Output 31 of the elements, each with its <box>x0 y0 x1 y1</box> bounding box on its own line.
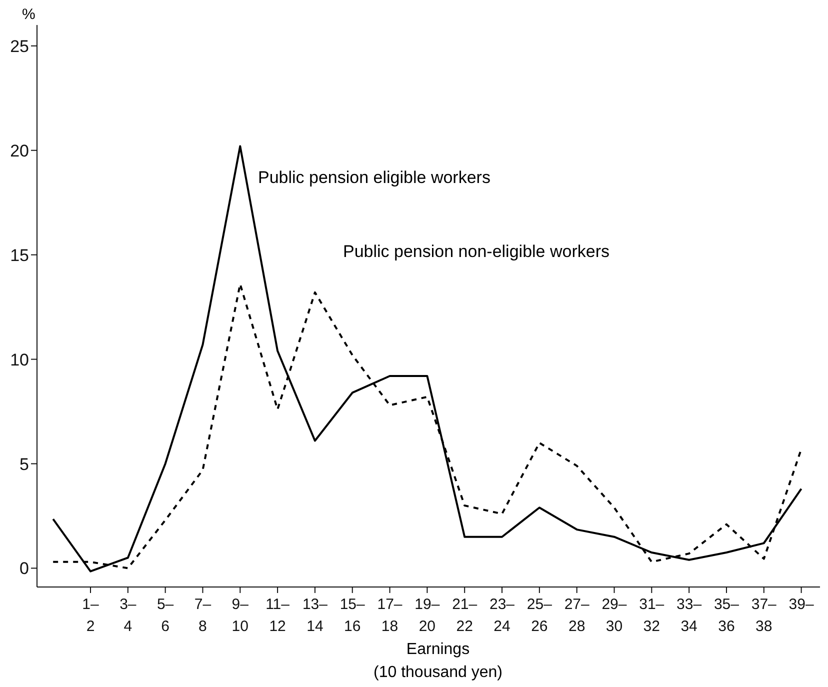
series-label: Public pension eligible workers <box>258 168 490 188</box>
x-tick-label: 17– 18 <box>377 596 403 635</box>
x-tick-label: 3– 4 <box>120 596 137 635</box>
y-tick-label: 25 <box>10 36 29 56</box>
x-tick-label: 25– 26 <box>526 596 553 635</box>
y-tick-label: 20 <box>10 141 29 160</box>
y-tick-label: 15 <box>10 246 29 265</box>
text: Public pension non-eligible workers <box>343 242 610 262</box>
x-tick-label: 13– 14 <box>302 596 328 635</box>
x-tick-label: 7– 8 <box>194 596 212 635</box>
x-tick-label: 21– 22 <box>452 596 478 635</box>
y-tick-label: 10 <box>10 350 29 370</box>
x-tick-label: 1– 2 <box>82 596 100 635</box>
line-series <box>52 145 802 572</box>
x-tick-label: 23– 24 <box>489 596 516 635</box>
x-tick-label: 19– 20 <box>414 596 440 635</box>
x-tick-label: 27– 28 <box>564 596 590 635</box>
x-tick-label: 39– <box>788 596 814 613</box>
x-tick-label: 35– 36 <box>714 596 740 635</box>
x-tick-label: 15– 16 <box>340 596 366 635</box>
x-tick-label: 29– 30 <box>602 596 628 635</box>
x-tick-label: 37– 38 <box>751 596 778 635</box>
y-tick-label: 5 <box>20 454 29 474</box>
x-tick-label: 11– 12 <box>266 596 290 635</box>
y-tick-label: 0 <box>20 559 29 578</box>
x-tick-label: 33– 34 <box>676 596 702 635</box>
y-axis-title: % <box>22 6 36 23</box>
x-tick-label: 5– 6 <box>156 596 174 635</box>
x-tick-label: 9– 10 <box>232 596 250 635</box>
x-tick-label: 31– 32 <box>639 596 665 635</box>
x-axis-title: Earnings (10 thousand yen) <box>372 640 504 683</box>
